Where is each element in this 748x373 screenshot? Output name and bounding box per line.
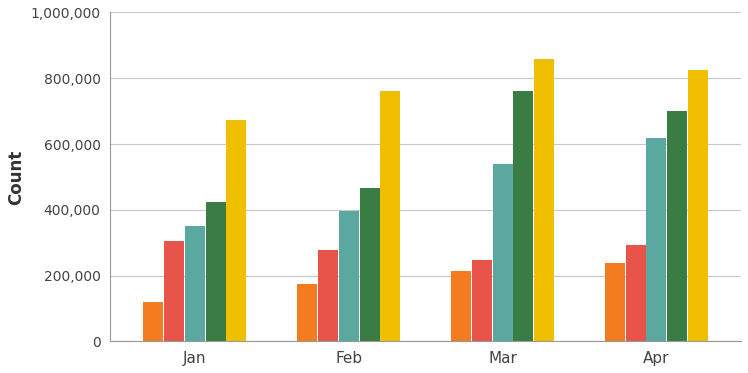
Bar — [534, 59, 554, 341]
Bar — [144, 302, 163, 341]
Y-axis label: Count: Count — [7, 149, 25, 204]
Bar — [206, 201, 226, 341]
Bar — [380, 91, 400, 341]
Bar — [339, 211, 359, 341]
Bar — [165, 241, 184, 341]
Bar — [493, 164, 512, 341]
Bar — [451, 271, 471, 341]
Bar — [227, 120, 247, 341]
Bar — [646, 138, 666, 341]
Bar — [667, 111, 687, 341]
Bar — [360, 188, 379, 341]
Bar — [472, 260, 492, 341]
Bar — [185, 226, 205, 341]
Bar — [625, 245, 646, 341]
Bar — [605, 263, 625, 341]
Bar — [318, 250, 338, 341]
Bar — [688, 70, 708, 341]
Bar — [513, 91, 533, 341]
Bar — [297, 284, 317, 341]
